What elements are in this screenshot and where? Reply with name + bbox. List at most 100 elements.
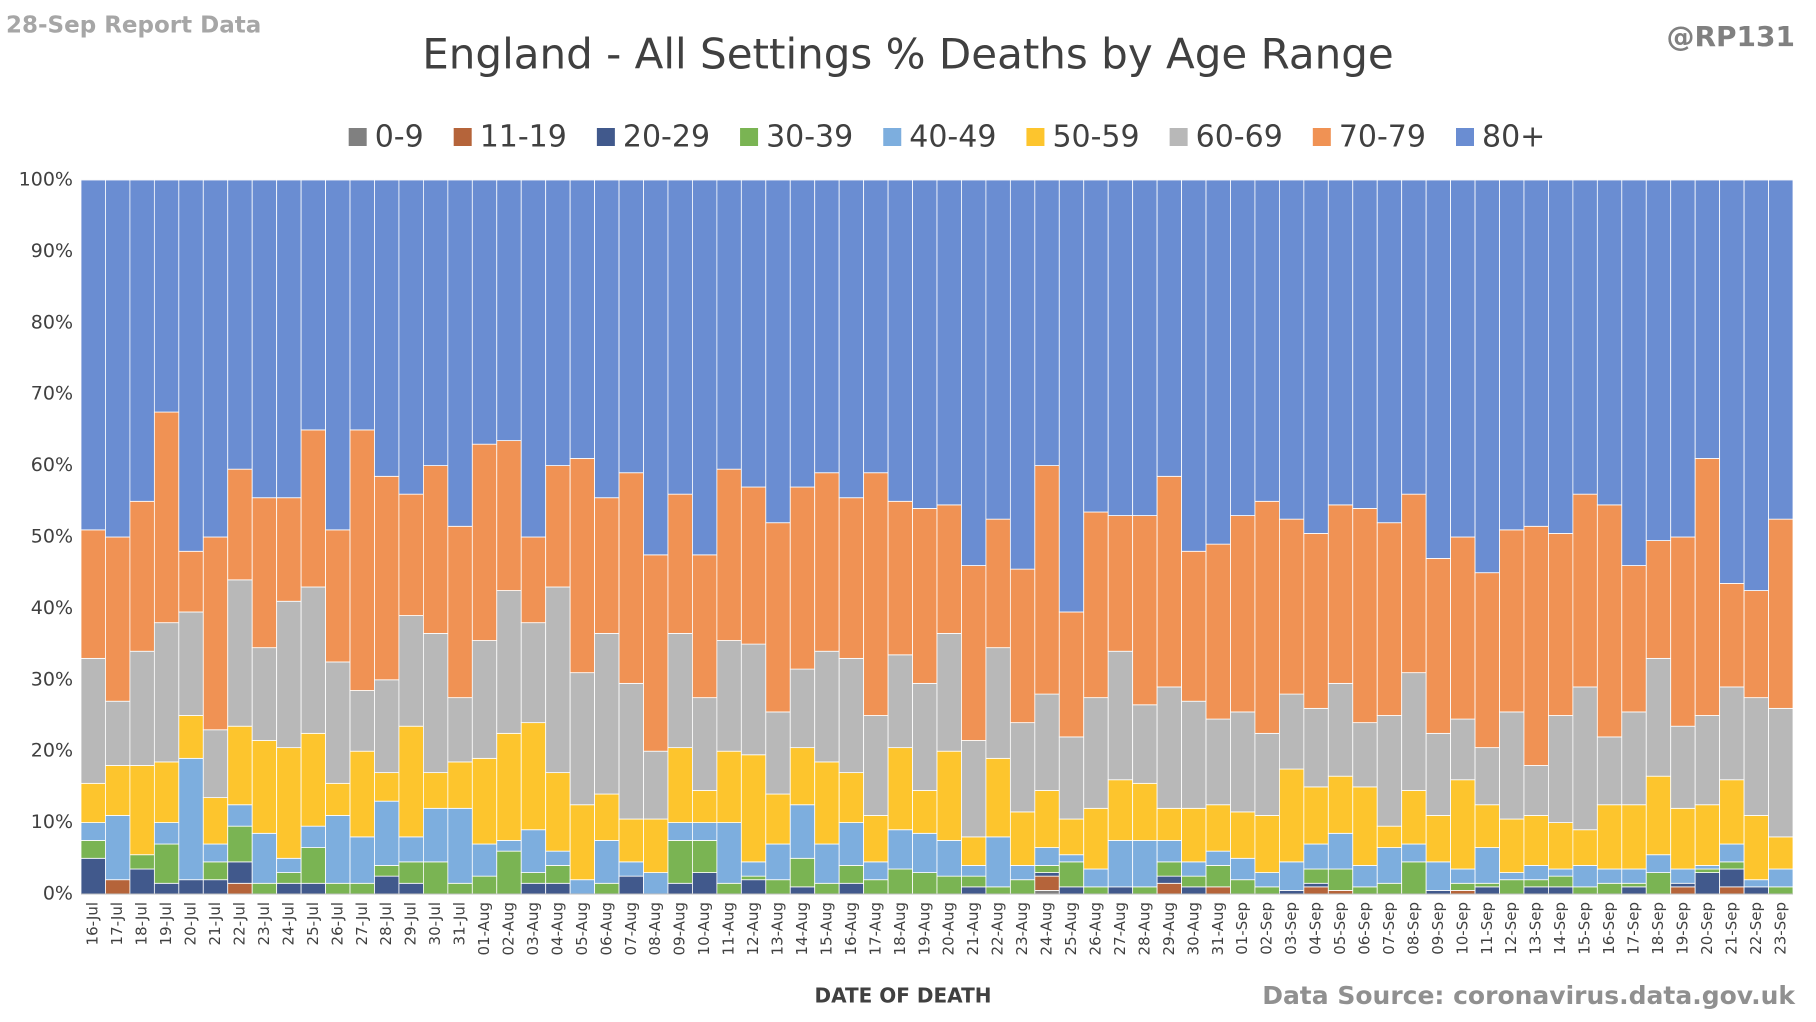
bar-segment (1768, 707, 1794, 838)
bar-segment (129, 868, 155, 895)
x-tick-label: 05-Sep (1331, 902, 1349, 955)
x-tick-label: 05-Aug (573, 902, 591, 955)
bar-segment (398, 861, 424, 884)
bar-segment (1254, 179, 1280, 502)
bar-segment (325, 179, 351, 531)
bar-segment (594, 179, 620, 499)
bar-segment (276, 872, 302, 884)
x-tick-label: 13-Aug (769, 902, 787, 955)
bar-segment (1694, 458, 1721, 716)
legend-label: 40-49 (909, 120, 996, 155)
bar-segment (398, 493, 424, 616)
bar-segment (129, 650, 155, 766)
legend-swatch (348, 128, 367, 146)
bar-segment (1425, 558, 1451, 734)
bar-segment (1719, 179, 1745, 584)
bar-segment (1474, 882, 1500, 888)
bar-segment (1768, 836, 1794, 870)
legend-swatch (1169, 128, 1188, 146)
bar-segment (520, 829, 547, 873)
bar-segment (1523, 525, 1549, 766)
bar-segment (153, 843, 180, 884)
bar-segment (1230, 179, 1256, 516)
bar-segment (1376, 847, 1403, 884)
bar-segment (1450, 718, 1476, 781)
bar-segment (789, 486, 816, 670)
bar-segment (1034, 875, 1060, 891)
bar-segment (1205, 865, 1231, 888)
bar-segment (1205, 886, 1231, 895)
bar-segment (740, 754, 767, 863)
bar-segment (1083, 807, 1109, 870)
bar-segment (1645, 657, 1672, 777)
bar-segment (202, 797, 229, 845)
bar-segment (520, 882, 547, 895)
bar-segment (1670, 725, 1696, 809)
bar-segment (569, 458, 596, 674)
bar-segment (496, 840, 522, 852)
bar-segment (80, 657, 106, 784)
bar-segment (1743, 179, 1769, 591)
bar-segment (1156, 840, 1182, 863)
x-tick-label: 16-Jul (84, 902, 102, 945)
bar-segment (594, 840, 620, 884)
bar-segment (153, 179, 180, 413)
bar-segment (1719, 843, 1745, 863)
x-tick-label: 06-Aug (597, 902, 615, 955)
bar-segment (129, 179, 155, 502)
bar-segment (202, 179, 229, 538)
bar-segment (202, 879, 229, 895)
bar-segment (789, 804, 816, 859)
bar-segment (496, 179, 522, 442)
legend-label: 70-79 (1339, 120, 1426, 155)
bar-segment (692, 554, 718, 699)
bar-segment (545, 465, 571, 588)
bar-segment (1670, 536, 1696, 727)
bar-segment (300, 847, 326, 884)
legend-swatch (740, 128, 759, 146)
bar-segment (1034, 890, 1060, 895)
bar-segment (1230, 857, 1256, 881)
bar-segment (374, 679, 400, 774)
y-tick-label: 70% (31, 383, 73, 405)
bar-segment (1450, 890, 1476, 895)
bar-segment (325, 815, 351, 884)
bar-segment (1743, 886, 1769, 895)
bar-segment (1621, 179, 1647, 566)
y-tick-label: 30% (31, 668, 73, 690)
bar-segment (251, 647, 278, 741)
bar-segment (814, 843, 840, 884)
bar-segment (202, 536, 229, 731)
x-tick-label: 11-Aug (720, 902, 738, 955)
bar-segment (765, 179, 791, 524)
x-tick-label: 08-Sep (1404, 902, 1422, 955)
bar-segment (1499, 879, 1525, 895)
bar-segment (1205, 850, 1231, 866)
bar-segment (1548, 179, 1574, 534)
bar-segment (300, 732, 326, 827)
bar-segment (1156, 179, 1182, 477)
bar-segment (1107, 650, 1134, 781)
bar-segment (1425, 890, 1451, 895)
bar-segment (814, 179, 840, 474)
bar-segment (887, 654, 913, 749)
bar-segment (594, 497, 620, 634)
bar-segment (227, 882, 253, 895)
x-axis-title: DATE OF DEATH (815, 984, 992, 1008)
bar-segment (1352, 508, 1378, 724)
bar-segment (178, 879, 204, 895)
bar-segment (227, 468, 253, 581)
bar-segment (936, 840, 962, 877)
bar-segment (1450, 779, 1476, 870)
bar-segment (985, 886, 1011, 895)
bar-segment (1181, 886, 1207, 895)
bar-segment (1768, 886, 1794, 895)
bar-segment (1132, 782, 1158, 841)
bar-segment (1205, 179, 1231, 545)
bar-segment (1572, 865, 1598, 888)
bar-segment (1719, 583, 1745, 688)
bar-segment (1009, 722, 1036, 813)
bar-segment (1376, 882, 1403, 895)
bar-segment (838, 822, 865, 866)
bar-segment (398, 615, 424, 727)
